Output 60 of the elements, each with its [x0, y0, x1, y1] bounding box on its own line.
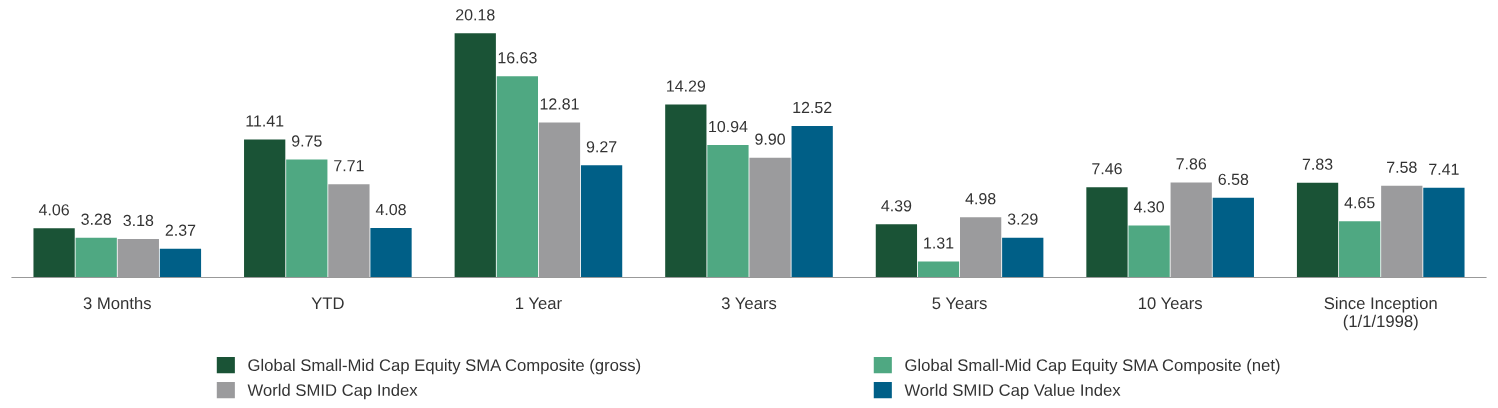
legend-label: World SMID Cap Index — [247, 383, 418, 400]
bar — [496, 76, 538, 278]
data-label: 4.65 — [1344, 197, 1375, 209]
data-label: 9.90 — [755, 133, 785, 145]
data-label: 9.75 — [292, 135, 322, 147]
bar — [791, 126, 833, 278]
bar — [580, 165, 623, 278]
bar — [1002, 237, 1044, 278]
data-label: 6.58 — [1218, 173, 1249, 185]
legend-label: Global Small-Mid Cap Equity SMA Composite (net) — [905, 358, 1280, 375]
x-tick-label: YTD — [311, 297, 344, 309]
x-tick-label: 3 Years — [721, 297, 777, 310]
data-label: 1.31 — [924, 237, 954, 249]
data-label: 7.71 — [334, 160, 364, 172]
bar — [1423, 187, 1465, 278]
x-tick-label: Since Inception (1/1/1998) — [1324, 296, 1437, 331]
bar — [1296, 182, 1339, 278]
x-tick-label: 10 Years — [1138, 297, 1202, 310]
bar — [875, 224, 918, 278]
bar — [665, 104, 707, 278]
data-label: 4.98 — [965, 193, 996, 205]
data-label: 3.29 — [1007, 213, 1038, 225]
legend-label: World SMID Cap Value Index — [904, 383, 1121, 400]
data-label: 10.94 — [709, 120, 748, 133]
x-tick-label: 5 Years — [932, 297, 987, 310]
data-label: 12.52 — [793, 101, 832, 114]
data-label: 9.27 — [586, 141, 617, 153]
bar — [1128, 225, 1170, 278]
bar — [159, 248, 202, 278]
bar — [1212, 197, 1254, 278]
bar — [917, 261, 960, 278]
data-label: 4.08 — [375, 203, 406, 216]
bar — [370, 228, 412, 278]
bar — [1339, 221, 1381, 278]
data-label: 4.30 — [1133, 201, 1165, 213]
bar — [454, 33, 496, 278]
data-label: 4.39 — [881, 200, 912, 212]
data-label: 3.28 — [81, 213, 112, 225]
data-label: 7.58 — [1387, 161, 1417, 173]
x-tick-label: 3 Months — [83, 296, 151, 310]
bar — [1086, 187, 1128, 278]
bar — [286, 159, 328, 278]
bar — [707, 145, 749, 278]
data-label: 7.86 — [1176, 158, 1207, 170]
bar — [244, 139, 286, 278]
bar — [75, 237, 117, 278]
data-label: 2.37 — [165, 224, 196, 236]
data-label: 3.18 — [123, 214, 154, 227]
bar — [33, 228, 75, 278]
data-label: 7.46 — [1092, 163, 1122, 175]
data-label: 7.41 — [1429, 163, 1459, 175]
data-label: 14.29 — [667, 80, 706, 92]
data-label: 16.63 — [498, 52, 537, 64]
data-label: 7.83 — [1302, 158, 1333, 170]
x-tick-label: 1 Year — [516, 297, 562, 310]
data-label: 12.81 — [540, 98, 579, 110]
data-label: 11.41 — [246, 115, 284, 127]
data-label: 20.18 — [456, 9, 495, 21]
legend-label: Global Small-Mid Cap Equity SMA Composite (gross) — [248, 358, 641, 375]
data-label: 4.06 — [38, 204, 69, 216]
